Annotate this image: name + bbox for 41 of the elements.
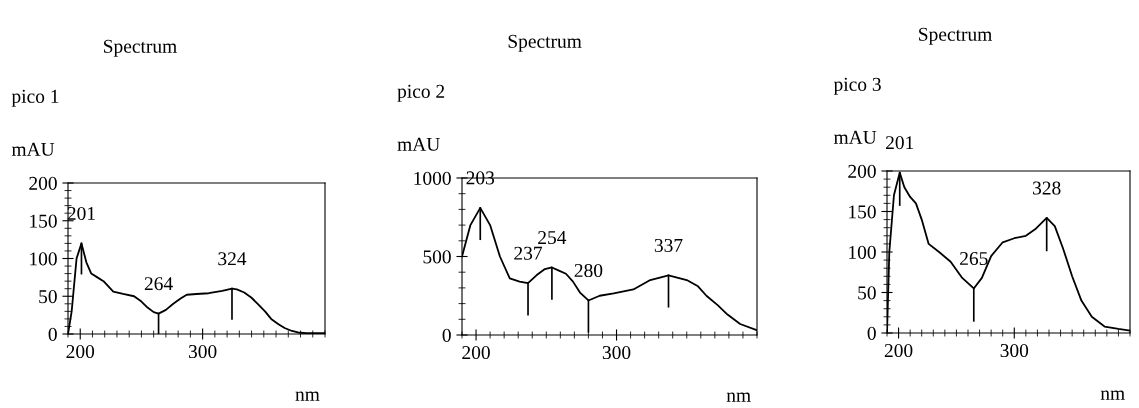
x-tick-label: 200 [884,343,913,358]
y-tick-label: 150 [849,205,876,219]
x-axis-title: nm [1100,390,1125,400]
y-tick-label: 200 [29,176,57,190]
x-axis-title: nm [726,392,751,402]
annotation: 264 [144,277,173,291]
chart-subtitle: pico 1 [11,89,59,107]
y-tick-label: 0 [48,327,57,341]
y-tick-label: 500 [423,250,451,264]
annotation: 237 [514,246,543,260]
y-tick-label: 200 [848,164,876,178]
annotation: 328 [1033,181,1061,195]
annotation: 201 [886,136,914,150]
x-tick-label: 300 [1000,343,1029,358]
annotation: 280 [574,263,603,278]
y-tick-label: 100 [30,252,57,266]
annotation: 337 [654,238,683,252]
annotation: 324 [218,252,247,266]
y-axis-title: mAU [397,137,440,151]
chart-subtitle: pico 2 [397,84,445,102]
chart-title: Spectrum [919,27,992,45]
annotation: 203 [466,171,495,185]
chart-title: Spectrum [104,39,177,57]
annotation: 254 [538,231,567,245]
x-tick-label: 300 [188,344,217,359]
y-tick-label: 1000 [414,171,451,185]
y-tick-label: 0 [867,326,876,340]
x-tick-label: 200 [462,345,490,360]
y-axis-title: mAU [11,142,55,156]
chart-title: Spectrum [508,34,582,52]
y-tick-label: 50 [39,290,57,304]
x-axis-title: nm [295,391,320,401]
x-tick-label: 200 [66,344,95,359]
y-tick-label: 0 [442,328,451,342]
annotation: 265 [960,251,988,266]
chart-subtitle: pico 3 [833,77,881,95]
x-tick-label: 300 [602,345,631,360]
y-tick-label: 100 [849,245,876,259]
y-axis-title: mAU [833,130,877,144]
y-tick-label: 50 [858,286,876,300]
y-tick-label: 150 [30,214,57,228]
